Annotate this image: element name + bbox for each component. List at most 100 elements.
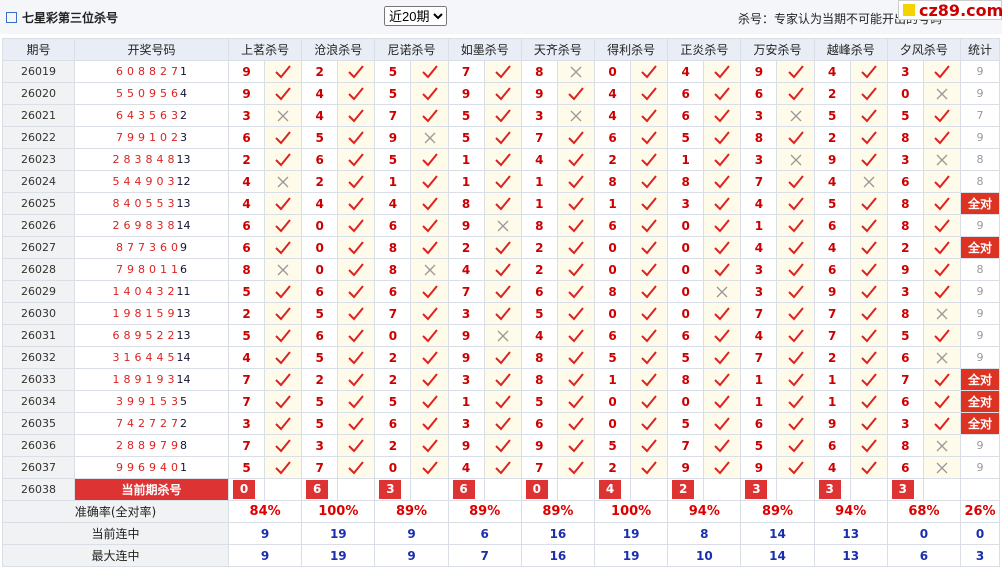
kill-number: 2 xyxy=(594,456,632,479)
hit-mark xyxy=(556,434,596,457)
hit-mark xyxy=(776,148,815,171)
hit-mark xyxy=(410,104,449,127)
draw-number: 28384813 xyxy=(74,148,229,171)
kill-number: 7 xyxy=(740,302,778,325)
kill-number: 5 xyxy=(667,346,705,369)
column-header: 期号 xyxy=(2,38,75,61)
hit-mark xyxy=(776,214,815,237)
check-icon xyxy=(348,438,365,452)
check-icon xyxy=(714,394,731,408)
hit-mark xyxy=(483,280,522,303)
hit-mark xyxy=(849,236,888,259)
kill-number: 4 xyxy=(447,258,485,281)
check-icon xyxy=(568,394,584,408)
kill-number: 0 xyxy=(594,412,632,435)
kill-number: 1 xyxy=(447,390,485,413)
draw-digits: 799102 xyxy=(116,131,182,144)
hit-mark xyxy=(263,390,303,413)
check-icon xyxy=(641,64,657,78)
hit-mark xyxy=(849,390,888,413)
hit-mark xyxy=(410,236,449,259)
kill-number: 9 xyxy=(813,148,851,171)
hit-mark xyxy=(556,82,596,105)
check-icon xyxy=(934,394,950,408)
kill-number: 1 xyxy=(594,192,632,215)
kill-number: 1 xyxy=(667,148,705,171)
logo[interactable]: cz89.com xyxy=(898,0,1002,20)
empty-cell xyxy=(556,478,596,501)
check-icon xyxy=(714,218,731,232)
check-icon xyxy=(934,218,950,232)
data-row: 26034 3991535 7 5 5 1 5 0 0 1 1 6 全对 xyxy=(2,390,1000,413)
hit-mark xyxy=(263,302,303,325)
special-number: 14 xyxy=(176,351,191,364)
hit-mark xyxy=(849,412,888,435)
hit-mark xyxy=(703,412,742,435)
kill-number: 6 xyxy=(886,170,924,193)
issue: 26028 xyxy=(2,258,75,281)
data-row: 26035 7427272 3 5 6 3 6 0 5 6 9 3 全对 xyxy=(2,412,1000,435)
hit-mark xyxy=(337,148,376,171)
hit-mark xyxy=(922,346,962,369)
kill-number: 2 xyxy=(374,434,412,457)
hit-mark xyxy=(263,258,303,281)
kill-number: 9 xyxy=(813,412,851,435)
footer-label: 准确率(全对率) xyxy=(2,500,229,523)
hit-mark xyxy=(630,192,669,215)
issue: 26020 xyxy=(2,82,75,105)
hit-mark xyxy=(263,82,303,105)
cross-icon xyxy=(497,330,509,341)
kill-number: 9 xyxy=(520,434,558,457)
kill-number: 6 xyxy=(667,104,705,127)
check-icon xyxy=(568,416,584,430)
draw-digits: 269838 xyxy=(112,219,179,232)
hit-mark xyxy=(703,324,742,347)
issue: 26035 xyxy=(2,412,75,435)
hit-mark xyxy=(337,434,376,457)
column-header: 尼诺杀号 xyxy=(374,38,449,61)
kill-number: 3 xyxy=(740,280,778,303)
kill-number: 6 xyxy=(228,236,265,259)
footer-value: 89% xyxy=(374,500,449,523)
hit-mark xyxy=(556,456,596,479)
hit-mark xyxy=(630,148,669,171)
hit-mark xyxy=(556,148,596,171)
footer-value: 9 xyxy=(227,544,303,567)
stat: 全对 xyxy=(960,192,1000,215)
check-icon xyxy=(787,460,804,474)
hit-mark xyxy=(410,302,449,325)
hit-mark xyxy=(556,126,596,149)
hit-mark xyxy=(410,390,449,413)
hit-mark xyxy=(263,236,303,259)
draw-number: 6088271 xyxy=(74,60,229,83)
current-kill: 2 xyxy=(672,480,695,499)
check-icon xyxy=(568,350,584,364)
cross-icon xyxy=(936,440,948,451)
kill-number: 2 xyxy=(813,82,851,105)
check-icon xyxy=(861,196,877,210)
footer-value: 16 xyxy=(520,544,596,567)
kill-table: 期号 开奖号码 上茗杀号 沧浪杀号 尼诺杀号 如墨杀号 天齐杀号 得利杀号 正炎杀号 万安杀号 越峰… xyxy=(2,38,1000,567)
hit-mark xyxy=(849,82,888,105)
kill-number: 5 xyxy=(447,126,485,149)
hit-mark xyxy=(849,434,888,457)
header-row: 期号 开奖号码 上茗杀号 沧浪杀号 尼诺杀号 如墨杀号 天齐杀号 得利杀号 正炎杀号 万安杀号 越峰… xyxy=(2,38,1000,61)
check-icon xyxy=(494,372,511,386)
check-icon xyxy=(421,306,438,320)
hit-mark xyxy=(556,214,596,237)
kill-number: 3 xyxy=(740,148,778,171)
kill-number: 1 xyxy=(813,390,851,413)
kill-number: 6 xyxy=(813,434,851,457)
check-icon xyxy=(861,438,877,452)
hit-mark xyxy=(556,390,596,413)
hit-mark xyxy=(410,412,449,435)
data-row: 26027 8773609 6 0 8 2 2 0 0 4 4 2 全对 xyxy=(2,236,1000,259)
current-kill: 3 xyxy=(818,480,841,499)
hit-mark xyxy=(922,82,962,105)
footer-value: 94% xyxy=(667,500,742,523)
issue: 26031 xyxy=(2,324,75,347)
period-select[interactable]: 近20期 xyxy=(384,6,447,26)
footer-value: 0 xyxy=(886,522,962,545)
data-row: 26022 7991023 6 5 9 5 7 6 5 8 2 8 9 xyxy=(2,126,1000,149)
hit-mark xyxy=(410,258,449,281)
